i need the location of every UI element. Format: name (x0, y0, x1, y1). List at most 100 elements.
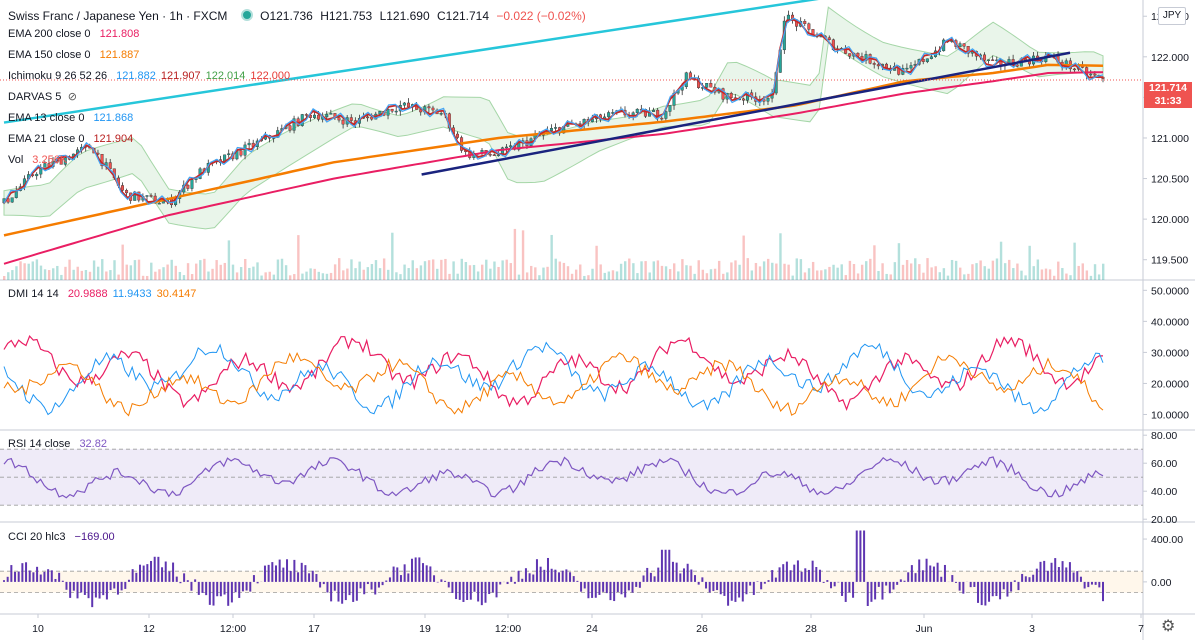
volume-bar (517, 274, 521, 280)
ohlc-open: O121.736 (260, 9, 313, 23)
cci-bar (289, 570, 292, 582)
volume-bar (125, 264, 128, 280)
volume-bar (215, 260, 218, 280)
volume-bar (509, 263, 513, 280)
volume-bar (260, 275, 263, 280)
candle-body (149, 195, 153, 197)
cci-bar (330, 581, 333, 602)
volume-bar (268, 271, 271, 280)
volume-bar (574, 269, 578, 280)
indicator-row-5[interactable]: EMA 21 close 0 121.904 (8, 132, 133, 146)
volume-bar (203, 258, 206, 280)
volume-bar (150, 262, 153, 280)
volume-bar (668, 269, 672, 280)
candle-body (729, 93, 733, 98)
volume-bar (325, 273, 329, 280)
volume-bar (178, 271, 182, 280)
volume-bar (35, 259, 39, 280)
cci-bar (39, 574, 42, 582)
volume-bar (472, 264, 476, 280)
volume-bar (370, 264, 374, 280)
volume-bar (411, 260, 414, 280)
volume-bar (1044, 268, 1048, 280)
cci-title[interactable]: CCI 20 hlc3 (8, 531, 66, 543)
rsi-title[interactable]: RSI 14 close (8, 438, 71, 450)
symbol-title[interactable]: Swiss Franc / Japanese Yen · 1h · FXCM (8, 9, 228, 23)
cci-bar (495, 581, 498, 598)
cci-bar (429, 566, 432, 582)
volume-bar (562, 262, 566, 280)
cci-bar (627, 581, 630, 591)
price-tick-label: 120.500 (1151, 174, 1189, 186)
volume-bar (685, 265, 688, 280)
volume-bar (811, 261, 815, 280)
settings-gear-icon[interactable]: ⚙ (1161, 618, 1176, 635)
candle-body (120, 185, 124, 191)
cci-bar (488, 581, 491, 595)
candle-body (962, 43, 966, 47)
cci-bar (414, 557, 417, 582)
volume-bar (440, 259, 443, 280)
volume-bar (542, 267, 545, 280)
candle-body (288, 125, 292, 131)
cci-bar (535, 559, 538, 582)
volume-bar (938, 272, 941, 280)
volume-bar (1085, 270, 1089, 280)
currency-button[interactable]: JPY (1158, 7, 1186, 25)
cci-bar (771, 570, 774, 582)
cci-bar (1028, 577, 1031, 582)
cci-bar (425, 565, 428, 582)
ichimoku-cloud (3, 6, 1104, 230)
indicator-row-0[interactable]: EMA 200 close 0 121.808 (8, 27, 139, 41)
cci-bar (690, 569, 693, 582)
volume-bar (297, 235, 300, 280)
volume-bar (456, 273, 459, 280)
time-tick-label: 7 (1138, 623, 1144, 635)
candle-body (439, 113, 443, 115)
cci-bar (10, 565, 13, 582)
cci-bar (293, 559, 296, 582)
cci-bar (506, 581, 509, 585)
volume-bar (84, 270, 88, 280)
cci-bar (818, 569, 821, 582)
cci-bar (205, 581, 208, 596)
indicator-name: EMA 200 close 0 (8, 28, 91, 40)
candle-body (929, 56, 933, 59)
cci-bar (896, 581, 899, 585)
volume-bar (648, 272, 651, 280)
candle-body (370, 116, 374, 120)
volume-bar (852, 264, 856, 280)
volume-bar (141, 275, 145, 280)
volume-bar (219, 264, 222, 280)
volume-bar (983, 266, 986, 280)
volume-bar (750, 270, 754, 280)
indicator-row-2[interactable]: Ichimoku 9 26 52 26 121.882 121.907 122.014… (8, 69, 290, 83)
cci-bar (385, 580, 388, 582)
indicator-row-4[interactable]: EMA 13 close 0 121.868 (8, 111, 133, 125)
cci-bar (6, 576, 9, 582)
indicator-row-1[interactable]: EMA 150 close 0 121.887 (8, 48, 139, 62)
ohlc-high: H121.753 (320, 9, 373, 23)
indicator-row-3[interactable]: DARVAS 5 ⊘ (8, 90, 83, 104)
cci-bar (80, 581, 83, 593)
volume-bar (971, 264, 974, 280)
cci-tick-label: 400.00 (1151, 534, 1183, 546)
indicator-row-6[interactable]: Vol 3.256K (8, 153, 67, 167)
cci-bar (958, 581, 961, 591)
cci-bar (727, 581, 730, 606)
cci-bar (267, 564, 270, 582)
volume-bar (342, 270, 345, 280)
cci-bar (172, 562, 175, 582)
cci-bar (804, 568, 807, 582)
volume-bar (758, 266, 762, 280)
dmi-title[interactable]: DMI 14 14 (8, 288, 59, 300)
cci-bar (624, 581, 627, 598)
cci-bar (602, 581, 605, 592)
cci-bar (58, 572, 61, 582)
cci-bar (877, 581, 880, 587)
volume-bar (995, 258, 999, 280)
hidden-eye-icon[interactable]: ⊘ (67, 91, 78, 103)
volume-bar (824, 269, 827, 280)
cci-bar (47, 569, 50, 582)
